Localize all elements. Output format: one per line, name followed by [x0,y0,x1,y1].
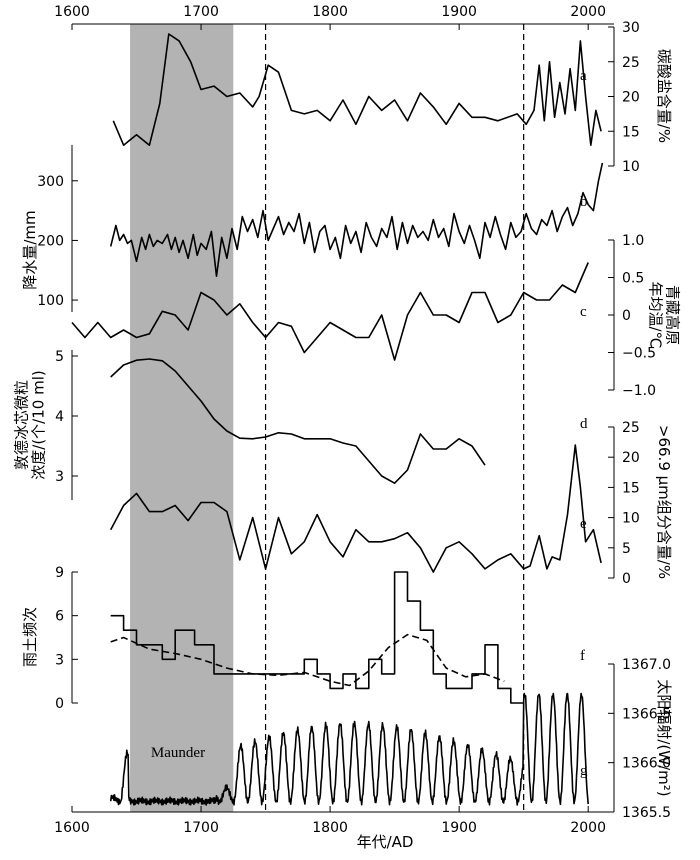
panel-d-letter: d [580,416,588,432]
panel-c-letter: c [580,304,587,320]
panel-e-y-tick-label: 20 [622,450,640,466]
panel-c-y-tick-label: −0.5 [622,346,656,362]
panel-b-y-tick-label: 100 [37,293,64,309]
panel-c-y-tick-label: 0.5 [622,271,644,287]
bottom-x-tick-label: 1600 [54,820,90,836]
panel-f-y-tick-label: 9 [55,565,64,581]
maunder-shaded-period [130,24,234,812]
panel-g-y-label-line: 太阳辐射/(W/m²) [655,679,673,796]
panel-g-y-tick-label: 1366.5 [622,706,671,722]
top-x-tick-label: 1600 [54,4,90,20]
top-x-tick-label: 1800 [312,4,348,20]
panel-g-y-label: 太阳辐射/(W/m²) [655,679,673,796]
bottom-x-tick-label: 2000 [570,820,606,836]
panel-a-y-tick-label: 15 [622,124,640,140]
panel-a-y-label: 碳酸盐含量/% [655,49,673,143]
panel-d-y-label-line: 浓度/(个/10 ml) [30,370,48,479]
panel-a-y-tick-label: 25 [622,55,640,71]
panel-b-letter: b [580,194,588,210]
panel-d-y-tick-label: 4 [55,409,64,425]
bottom-x-tick-label: 1800 [312,820,348,836]
panel-e-letter: e [580,516,587,532]
panel-g-y-tick-label: 1365.5 [622,805,671,821]
panel-b-y-tick-label: 300 [37,174,64,190]
panel-e-y-tick-label: 0 [622,571,631,587]
panel-e-series [109,444,602,573]
panel-b-y-tick-label: 200 [37,233,64,249]
panel-f-y-tick-label: 3 [55,652,64,668]
panel-d-y-tick-label: 3 [55,469,64,485]
panel-e-y-tick-label: 25 [622,420,640,436]
top-x-tick-label: 1700 [183,4,219,20]
panel-d-y-label-line: 敦德冰芯微粒 [13,380,31,470]
panel-a-y-tick-label: 30 [622,20,640,36]
panel-a-y-tick-label: 20 [622,90,640,106]
panel-g-letter: g [580,763,588,779]
panel-f-y-tick-label: 6 [55,609,64,625]
panel-a-series [112,33,602,146]
panel-c-y-label-line: 年均温/℃ [647,282,665,349]
panel-d-y-label: 敦德冰芯微粒 浓度/(个/10 ml) [13,370,48,479]
reference-lines [264,24,525,812]
panel-e-y-tick-label: 15 [622,480,640,496]
panel-f-y-label-line: 雨土频次 [21,607,39,667]
panel-f-y-tick-label: 0 [55,696,64,712]
panel-f-letter: f [580,648,585,664]
panel-e-y-label-line: >66.9 μm组分含量/% [655,425,673,579]
panel-b-series [109,162,604,277]
series-layer [71,33,604,806]
panel-c-y-label-line: 青藏高原 [664,285,682,345]
panel-f-y-label: 雨土频次 [21,607,39,667]
panel-e-y-tick-label: 5 [622,541,631,557]
panel-f-smoothed-series [110,633,505,687]
top-x-tick-label: 2000 [570,4,606,20]
panel-b-y-label: 降水量/mm [21,210,39,289]
axes-layer: 1015202530碳酸盐含量/%a100200300降水量/mmb−1.0−0… [13,20,682,821]
bottom-x-tick-label: 1700 [183,820,219,836]
panel-e-y-tick-label: 10 [622,511,640,527]
panel-a-letter: a [580,68,587,84]
top-x-tick-label: 1900 [441,4,477,20]
panel-c-y-tick-label: 1.0 [622,233,644,249]
maunder-label: Maunder [151,745,205,761]
bottom-x-tick-label: 1900 [441,820,477,836]
panel-e-y-label: >66.9 μm组分含量/% [655,425,673,579]
panel-g-series [109,692,589,806]
panel-c-series [71,262,589,361]
panel-c-y-tick-label: −1.0 [622,383,656,399]
panel-g-y-tick-label: 1366.0 [622,756,671,772]
panel-a-y-tick-label: 10 [622,159,640,175]
panel-d-y-tick-label: 5 [55,349,64,365]
panel-g-y-tick-label: 1367.0 [622,657,671,673]
panel-d-series [110,358,486,484]
panel-a-y-label-line: 碳酸盐含量/% [655,49,673,143]
panel-b-y-label-line: 降水量/mm [21,210,39,289]
x-axis-label: 年代/AD [357,833,414,851]
panel-c-y-tick-label: 0 [622,308,631,324]
plot-frame: 1600 1600 1700 1700 1800 1800 1900 1900 2000 2000 [54,4,614,836]
panel-f-step-series [110,571,524,704]
